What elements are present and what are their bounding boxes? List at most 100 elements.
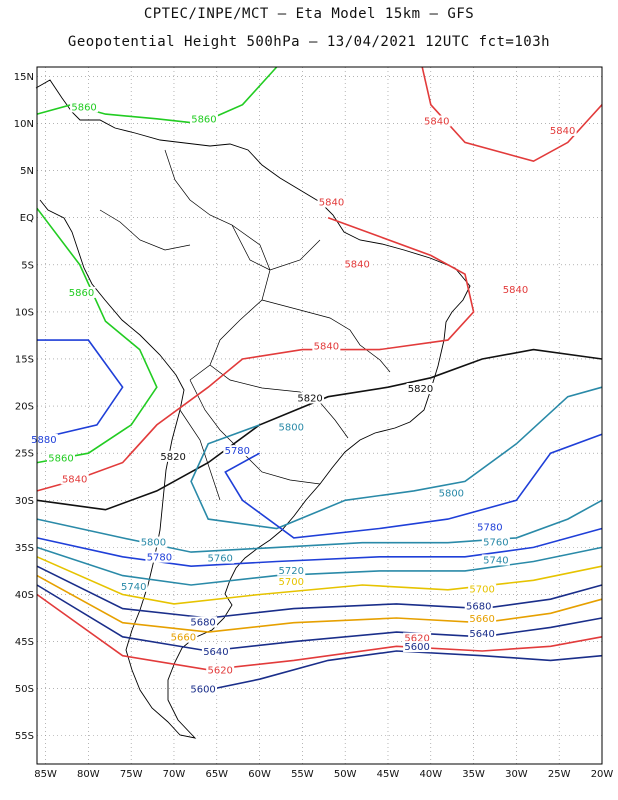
lon-tick-label: 20W bbox=[591, 769, 614, 780]
contour-label-bg bbox=[277, 421, 306, 433]
contour-label-bg bbox=[46, 452, 75, 464]
contour-label-bg bbox=[159, 450, 188, 462]
contour-label-bg bbox=[468, 627, 497, 639]
chart-subtitle: Geopotential Height 500hPa – 13/04/2021 … bbox=[67, 34, 551, 50]
lon-tick-label: 70W bbox=[163, 769, 186, 780]
map-frame bbox=[36, 66, 603, 765]
contour-line bbox=[36, 556, 603, 605]
lat-tick-label: 50S bbox=[15, 684, 34, 695]
contour-label: 5600 bbox=[404, 642, 429, 653]
gridlines bbox=[37, 67, 603, 764]
contour-label-bg bbox=[406, 383, 435, 395]
contour-label: 5840 bbox=[424, 117, 449, 128]
contour-label-bg bbox=[201, 645, 230, 657]
contour-label-bg bbox=[481, 536, 510, 548]
contour-label: 5740 bbox=[483, 555, 508, 566]
contour-label: 5860 bbox=[48, 454, 73, 465]
contour-label: 5760 bbox=[207, 554, 232, 565]
contour-labels: 5860 5860 5860 5860 5880 5840 5840 5840 5840 5840… bbox=[29, 101, 577, 695]
contour-label: 5640 bbox=[203, 647, 228, 658]
lat-tick-label: 10S bbox=[15, 307, 34, 318]
contour-label-bg bbox=[501, 284, 530, 296]
contour-label: 5780 bbox=[225, 446, 250, 457]
contour-label: 5720 bbox=[279, 566, 304, 577]
contour-label-bg bbox=[67, 286, 96, 298]
lat-tick-label: 15N bbox=[14, 72, 34, 83]
contour-label-bg bbox=[139, 536, 168, 548]
contour-label: 5820 bbox=[297, 393, 322, 404]
contour-line bbox=[36, 339, 124, 440]
contour-label-bg bbox=[296, 392, 325, 404]
lat-tick-label: 20S bbox=[15, 402, 34, 413]
lat-tick-label: EQ bbox=[20, 213, 34, 224]
contour-label: 5700 bbox=[469, 585, 494, 596]
contour-label: 5760 bbox=[483, 538, 508, 549]
contour-line bbox=[36, 207, 158, 464]
contour-label-bg bbox=[189, 113, 218, 125]
contour-label: 5640 bbox=[469, 629, 494, 640]
contour-label: 5780 bbox=[477, 522, 502, 533]
contour-line bbox=[36, 574, 603, 633]
lon-tick-label: 35W bbox=[462, 769, 485, 780]
contour-label: 5660 bbox=[171, 633, 196, 644]
contour-label: 5800 bbox=[439, 489, 464, 500]
contour-label-bg bbox=[468, 612, 497, 624]
contour-label-bg bbox=[437, 487, 466, 499]
lat-tick-label: 25S bbox=[15, 449, 34, 460]
lon-tick-label: 85W bbox=[34, 769, 57, 780]
contour-line bbox=[36, 527, 603, 568]
contour-line bbox=[36, 216, 475, 492]
lon-tick-label: 55W bbox=[291, 769, 314, 780]
contour-line bbox=[190, 650, 603, 695]
contour-label: 5620 bbox=[207, 666, 232, 677]
contour-label-bg bbox=[481, 554, 510, 566]
contour-label: 5620 bbox=[404, 634, 429, 645]
contour-label-bg bbox=[60, 473, 89, 485]
lat-tick-label: 40S bbox=[15, 590, 34, 601]
contour-label: 5680 bbox=[190, 618, 215, 629]
south-america-coastline bbox=[35, 79, 471, 739]
contour-label-bg bbox=[189, 683, 218, 695]
contour-label-bg bbox=[277, 576, 306, 588]
contour-label: 5600 bbox=[190, 684, 215, 695]
contour-label-bg bbox=[206, 552, 235, 564]
lon-tick-label: 65W bbox=[205, 769, 228, 780]
contour-label: 5860 bbox=[191, 115, 216, 126]
lat-tick-label: 55S bbox=[15, 731, 34, 742]
axis-ticks: 15N10N5NEQ5S10S15S20S25S30S35S40S45S50S5… bbox=[14, 72, 614, 780]
contour-line bbox=[190, 386, 603, 530]
contour-label: 5800 bbox=[141, 538, 166, 549]
contour-label: 5840 bbox=[319, 198, 344, 209]
contour-label: 5840 bbox=[503, 285, 528, 296]
contour-label-bg bbox=[403, 632, 432, 644]
lon-tick-label: 25W bbox=[548, 769, 571, 780]
lat-tick-label: 45S bbox=[15, 637, 34, 648]
contour-label-bg bbox=[29, 433, 58, 445]
lat-tick-label: 10N bbox=[14, 119, 34, 130]
contour-line bbox=[36, 584, 603, 652]
lon-tick-label: 80W bbox=[77, 769, 100, 780]
contour-label-bg bbox=[475, 521, 504, 533]
contour-label-bg bbox=[223, 445, 252, 457]
contour-label-bg bbox=[343, 258, 372, 270]
contour-line bbox=[421, 66, 603, 163]
geopotential-contours bbox=[36, 66, 603, 695]
contour-line bbox=[36, 565, 603, 619]
contour-label-bg bbox=[422, 115, 451, 127]
contour-label: 5840 bbox=[550, 126, 575, 137]
contour-label-bg bbox=[206, 664, 235, 676]
contour-label-bg bbox=[464, 600, 493, 612]
lon-tick-label: 60W bbox=[248, 769, 271, 780]
lon-tick-label: 30W bbox=[505, 769, 528, 780]
lon-tick-label: 50W bbox=[334, 769, 357, 780]
lat-tick-label: 5S bbox=[21, 260, 34, 271]
contour-label: 5860 bbox=[71, 102, 96, 113]
contour-line bbox=[36, 499, 603, 553]
contour-label: 5820 bbox=[408, 384, 433, 395]
contour-label-bg bbox=[317, 196, 346, 208]
contour-label-bg bbox=[277, 564, 306, 576]
contour-label: 5860 bbox=[69, 288, 94, 299]
contour-label-bg bbox=[403, 641, 432, 653]
contour-label: 5840 bbox=[314, 342, 339, 353]
contour-label: 5740 bbox=[121, 582, 146, 593]
